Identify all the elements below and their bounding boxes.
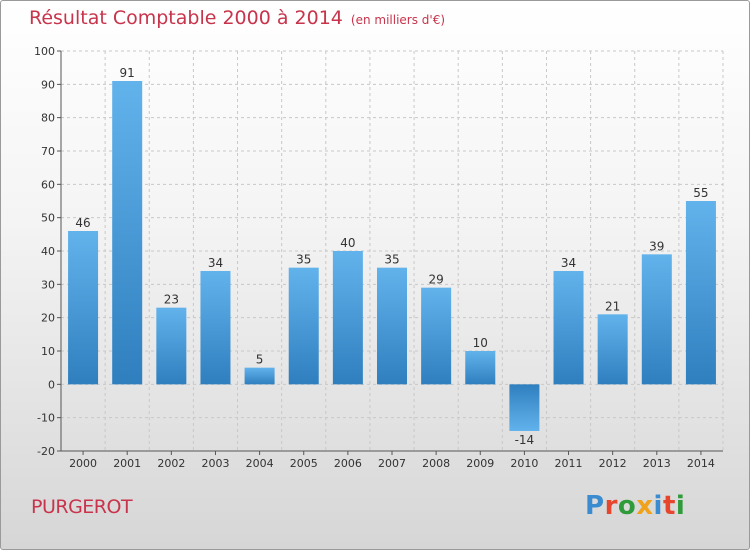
bar-2012[interactable] bbox=[597, 314, 628, 385]
y-tick-label: 50 bbox=[41, 212, 55, 225]
y-tick-label: -20 bbox=[37, 445, 55, 458]
logo-letter: i bbox=[675, 491, 686, 521]
data-label: 39 bbox=[649, 239, 664, 253]
grid-lines bbox=[60, 50, 724, 452]
y-tick-label: 70 bbox=[41, 145, 55, 158]
data-label: 21 bbox=[605, 299, 620, 313]
logo-letter: t bbox=[662, 491, 676, 521]
x-tick-label: 2014 bbox=[687, 457, 715, 470]
x-tick-label: 2003 bbox=[201, 457, 229, 470]
data-label: 35 bbox=[296, 253, 311, 267]
bar-2003[interactable] bbox=[200, 271, 231, 385]
y-tick-label: -10 bbox=[37, 412, 55, 425]
data-label: -14 bbox=[515, 433, 535, 447]
data-label: 46 bbox=[75, 216, 90, 230]
data-labels: 46 91 23 34 5 35 40 35 29 10 -14 34 21 39 55 bbox=[75, 66, 708, 447]
bar-2013[interactable] bbox=[641, 254, 672, 385]
y-tick-label: 80 bbox=[41, 112, 55, 125]
chart-title: Résultat Comptable 2000 à 2014 (en millie… bbox=[29, 7, 445, 29]
bar-2007[interactable] bbox=[376, 267, 408, 385]
data-label: 34 bbox=[208, 256, 223, 270]
x-tick-label: 2011 bbox=[555, 457, 583, 470]
axes: -20 -10 0 10 20 30 40 50 60 70 80 90 100 2000 2001 2002… bbox=[34, 45, 723, 470]
x-tick-label: 2008 bbox=[422, 457, 450, 470]
data-label: 55 bbox=[693, 186, 708, 200]
x-tick-label: 2006 bbox=[334, 457, 362, 470]
chart-unit: (en milliers d'€) bbox=[350, 13, 446, 27]
x-tick-label: 2002 bbox=[157, 457, 185, 470]
x-tick-label: 2009 bbox=[466, 457, 494, 470]
data-label: 91 bbox=[120, 66, 135, 80]
logo-letter: i bbox=[653, 491, 663, 521]
data-label: 40 bbox=[340, 236, 355, 250]
data-label: 5 bbox=[256, 353, 264, 367]
x-tick-label: 2012 bbox=[599, 457, 627, 470]
bar-2011[interactable] bbox=[553, 271, 584, 385]
y-tick-label: 90 bbox=[41, 78, 55, 91]
y-tick-label: 30 bbox=[41, 278, 55, 291]
x-tick-label: 2001 bbox=[113, 457, 141, 470]
x-tick-label: 2013 bbox=[643, 457, 671, 470]
logo-letter: o bbox=[617, 491, 637, 521]
x-tick-label: 2010 bbox=[510, 457, 538, 470]
bar-2006[interactable] bbox=[332, 251, 363, 385]
data-label: 35 bbox=[384, 253, 399, 267]
x-tick-label: 2005 bbox=[290, 457, 318, 470]
bar-2009[interactable] bbox=[465, 351, 496, 385]
commune-name: PURGEROT bbox=[31, 496, 133, 518]
x-tick-label: 2000 bbox=[69, 457, 97, 470]
bar-2008[interactable] bbox=[421, 287, 452, 385]
y-tick-label: 10 bbox=[41, 345, 55, 358]
y-tick-label: 60 bbox=[41, 178, 55, 191]
data-label: 34 bbox=[561, 256, 576, 270]
data-label: 23 bbox=[164, 293, 179, 307]
y-tick-label: 0 bbox=[48, 378, 55, 391]
data-label: 10 bbox=[473, 336, 488, 350]
bar-2005[interactable] bbox=[288, 267, 319, 385]
bar-2000[interactable] bbox=[68, 231, 99, 385]
bar-2010[interactable] bbox=[509, 384, 540, 431]
y-tick-label: 40 bbox=[41, 245, 55, 258]
bar-2004[interactable] bbox=[244, 367, 275, 385]
x-tick-label: 2007 bbox=[378, 457, 406, 470]
y-tick-label: 100 bbox=[34, 45, 55, 58]
data-label: 29 bbox=[428, 273, 443, 287]
proxiti-logo[interactable]: Proxiti bbox=[585, 491, 685, 521]
logo-letter: x bbox=[636, 491, 654, 521]
bar-2002[interactable] bbox=[156, 307, 187, 385]
y-tick-label: 20 bbox=[41, 312, 55, 325]
bar-2014[interactable] bbox=[685, 201, 716, 385]
chart-title-text: Résultat Comptable 2000 à 2014 bbox=[29, 7, 343, 29]
x-tick-label: 2004 bbox=[246, 457, 274, 470]
logo-letter: P bbox=[585, 491, 605, 521]
bar-2001[interactable] bbox=[112, 81, 143, 385]
logo-letter: r bbox=[604, 491, 618, 521]
bars bbox=[68, 81, 716, 431]
